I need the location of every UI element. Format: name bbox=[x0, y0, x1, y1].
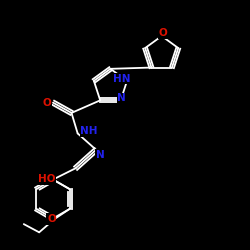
Text: HO: HO bbox=[38, 174, 55, 184]
Text: O: O bbox=[158, 28, 167, 38]
Text: NH: NH bbox=[80, 126, 98, 136]
Text: O: O bbox=[47, 214, 56, 224]
Text: N: N bbox=[117, 93, 126, 103]
Text: HN: HN bbox=[113, 74, 131, 84]
Text: O: O bbox=[42, 98, 51, 108]
Text: N: N bbox=[96, 150, 104, 160]
